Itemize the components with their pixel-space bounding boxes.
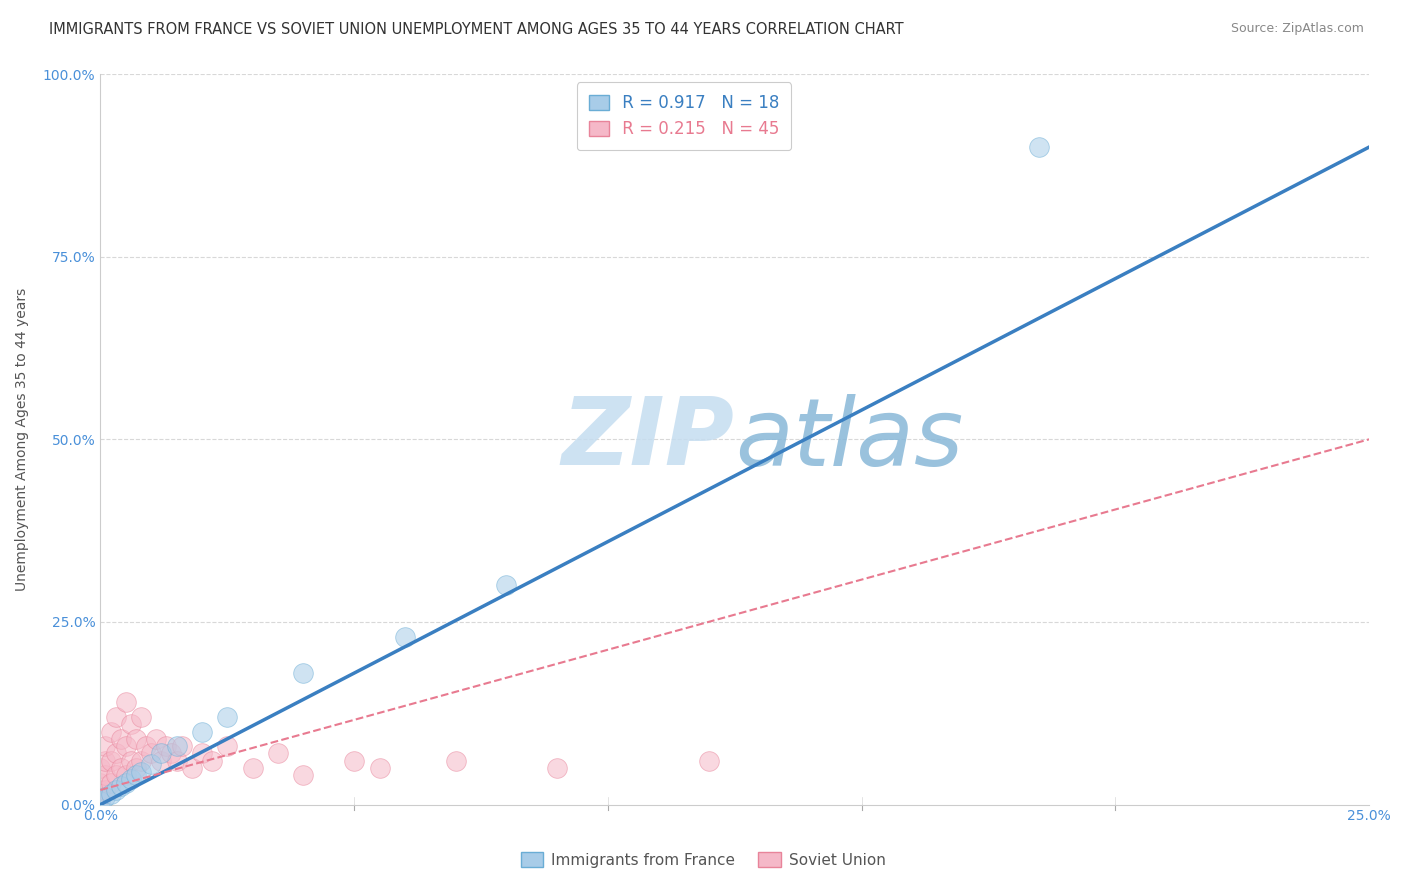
Point [150, 747, 173, 761]
Point [104, 747, 127, 761]
Point [699, 754, 721, 768]
Point [217, 710, 239, 724]
Point [94, 790, 117, 805]
Point [94, 768, 117, 782]
Point [217, 739, 239, 754]
Point [89, 775, 111, 789]
Point [394, 630, 416, 644]
Legend:  R = 0.917   N = 18,  R = 0.215   N = 45: R = 0.917 N = 18, R = 0.215 N = 45 [576, 82, 792, 150]
Point [242, 761, 264, 775]
Point [170, 739, 193, 754]
Text: IMMIGRANTS FROM FRANCE VS SOVIET UNION UNEMPLOYMENT AMONG AGES 35 TO 44 YEARS CO: IMMIGRANTS FROM FRANCE VS SOVIET UNION U… [49, 22, 904, 37]
Point [100, 754, 122, 768]
Point [135, 739, 157, 754]
Point [129, 754, 152, 768]
Point [100, 724, 122, 739]
Point [120, 717, 142, 731]
Text: ZIP: ZIP [562, 393, 735, 485]
Point [94, 739, 117, 754]
Point [180, 761, 202, 775]
Point [129, 710, 152, 724]
Point [155, 739, 177, 754]
Point [201, 754, 224, 768]
Point [89, 790, 111, 805]
Point [89, 761, 111, 775]
Point [104, 768, 127, 782]
Point [166, 754, 188, 768]
Legend: Immigrants from France, Soviet Union: Immigrants from France, Soviet Union [513, 844, 893, 875]
Y-axis label: Unemployment Among Ages 35 to 44 years: Unemployment Among Ages 35 to 44 years [15, 288, 30, 591]
Point [267, 747, 290, 761]
Point [292, 768, 315, 782]
Point [546, 761, 568, 775]
Point [114, 775, 136, 789]
Point [166, 739, 188, 754]
Text: Source: ZipAtlas.com: Source: ZipAtlas.com [1230, 22, 1364, 36]
Point [104, 710, 127, 724]
Point [120, 772, 142, 786]
Point [100, 787, 122, 801]
Point [120, 754, 142, 768]
Point [125, 768, 148, 782]
Point [114, 768, 136, 782]
Point [150, 754, 173, 768]
Point [343, 754, 366, 768]
Point [139, 757, 162, 772]
Point [94, 754, 117, 768]
Point [104, 783, 127, 797]
Point [368, 761, 391, 775]
Point [89, 783, 111, 797]
Point [139, 747, 162, 761]
Point [160, 747, 183, 761]
Point [110, 731, 132, 746]
Point [145, 731, 167, 746]
Point [125, 731, 148, 746]
Point [110, 780, 132, 794]
Point [1028, 140, 1050, 154]
Point [292, 666, 315, 681]
Point [89, 794, 111, 808]
Text: atlas: atlas [735, 394, 963, 485]
Point [191, 747, 214, 761]
Point [94, 783, 117, 797]
Point [100, 775, 122, 789]
Point [129, 764, 152, 779]
Point [114, 739, 136, 754]
Point [495, 578, 517, 592]
Point [444, 754, 467, 768]
Point [125, 761, 148, 775]
Point [110, 761, 132, 775]
Point [114, 695, 136, 709]
Point [191, 724, 214, 739]
